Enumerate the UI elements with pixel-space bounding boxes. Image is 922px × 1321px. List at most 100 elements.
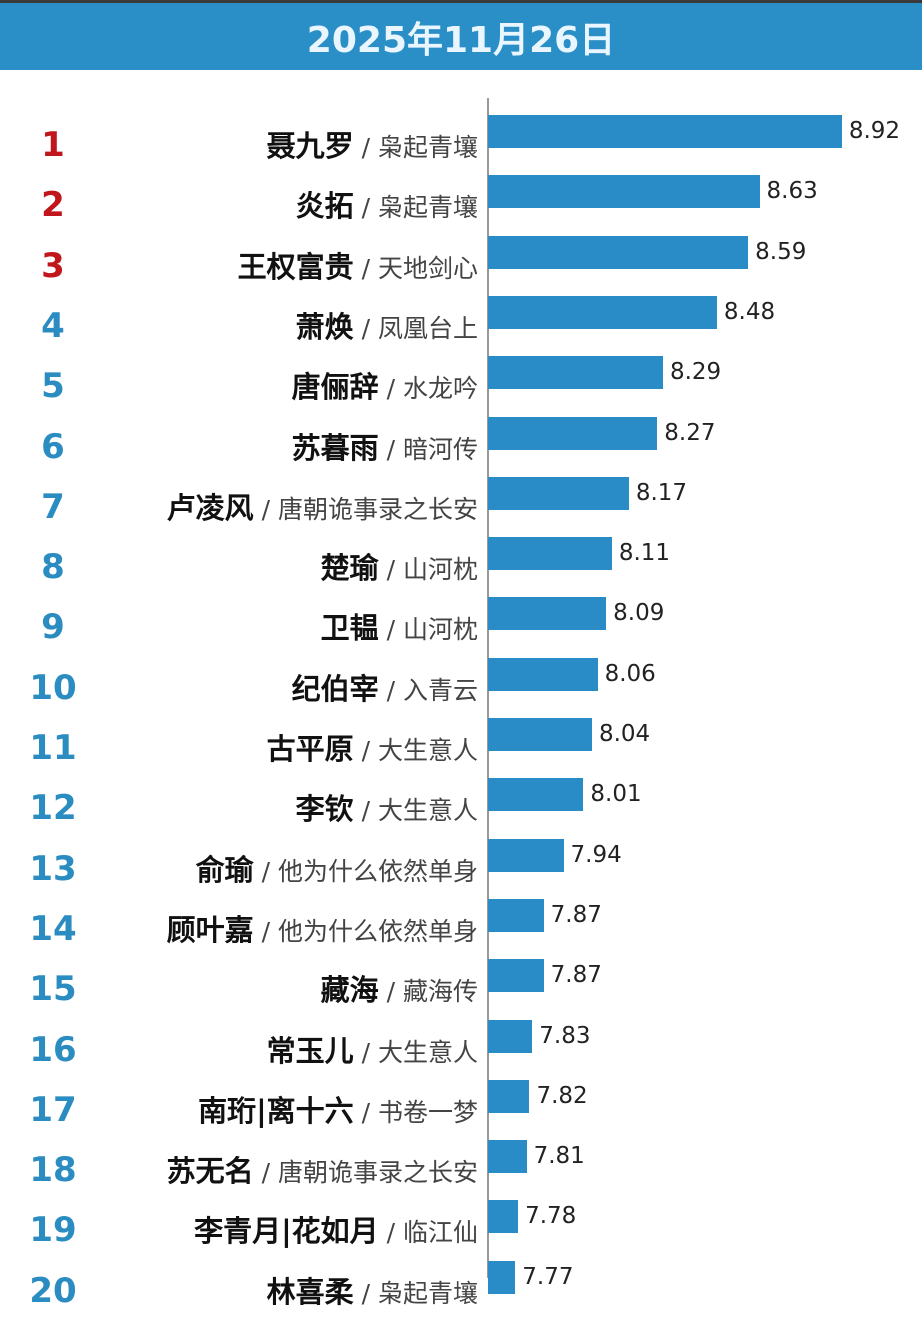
character-name: 顾叶嘉	[166, 912, 254, 947]
rank-label: 3	[41, 245, 65, 286]
category-label: 古平原 / 大生意人	[267, 726, 478, 768]
chart-row: 13 俞瑜 / 他为什么依然单身 7.94	[0, 838, 922, 899]
drama-name: / 水龙吟	[378, 374, 478, 404]
character-name: 李钦	[295, 792, 354, 827]
data-label: 8.29	[669, 359, 722, 386]
bar	[488, 778, 584, 812]
chart-row: 5 唐俪辞 / 水龙吟 8.29	[0, 356, 922, 416]
data-label: 8.63	[766, 178, 818, 205]
drama-name: / 枭起青壤	[353, 193, 478, 223]
chart-title: 2025年11月26日	[306, 19, 616, 61]
drama-name: / 暗河传	[378, 434, 478, 464]
drama-name: / 唐朝诡事录之长安	[253, 1158, 478, 1188]
bar	[488, 959, 544, 993]
character-name: 李青月|花如月	[194, 1214, 379, 1249]
drama-name: / 枭起青壤	[353, 1278, 478, 1308]
category-label: 藏海 / 藏海传	[321, 967, 478, 1009]
category-label: 俞瑜 / 他为什么依然单身	[196, 847, 478, 889]
chart-row: 15 藏海 / 藏海传 7.87	[0, 959, 922, 1019]
chart-row: 10 纪伯宰 / 入青云 8.06	[0, 657, 922, 718]
drama-name: / 山河枕	[378, 555, 478, 585]
data-label: 7.87	[550, 901, 602, 928]
rank-label: 13	[29, 848, 77, 889]
data-label: 7.83	[539, 1022, 591, 1049]
chart-row: 6 苏暮雨 / 暗河传 8.27	[0, 416, 922, 477]
category-label: 苏无名 / 唐朝诡事录之长安	[167, 1148, 478, 1190]
bar	[488, 115, 842, 148]
character-name: 卫韫	[320, 611, 379, 646]
category-label: 纪伯宰 / 入青云	[292, 666, 478, 708]
rank-label: 15	[29, 969, 77, 1010]
bar	[488, 657, 598, 691]
rank-label: 4	[41, 305, 65, 346]
character-name: 俞瑜	[195, 852, 254, 887]
data-label: 8.27	[664, 419, 716, 446]
bar	[488, 718, 592, 751]
rank-label: 7	[41, 486, 65, 527]
drama-name: / 藏海传	[378, 977, 478, 1007]
chart-row: 8 楚瑜 / 山河枕 8.11	[0, 537, 922, 597]
drama-name: / 天地剑心	[353, 253, 478, 283]
data-label: 8.59	[755, 238, 807, 265]
chart-row: 19 李青月|花如月 / 临江仙 7.78	[0, 1200, 922, 1260]
data-label: 8.48	[723, 298, 776, 325]
data-label: 7.77	[522, 1263, 574, 1290]
drama-name: / 大生意人	[353, 796, 478, 826]
rank-label: 12	[29, 788, 77, 829]
data-label: 8.17	[635, 479, 688, 506]
rank-label: 6	[41, 426, 65, 467]
category-label: 卢凌风 / 唐朝诡事录之长安	[167, 485, 478, 527]
bar	[488, 597, 607, 631]
chart-row: 3 王权富贵 / 天地剑心 8.59	[0, 235, 922, 296]
data-label: 7.82	[536, 1082, 588, 1109]
category-label: 唐俪辞 / 水龙吟	[292, 364, 478, 406]
rank-label: 14	[29, 908, 77, 949]
character-name: 纪伯宰	[291, 671, 379, 706]
bar	[488, 356, 663, 390]
character-name: 萧焕	[295, 309, 354, 344]
data-label: 7.87	[550, 962, 602, 989]
drama-name: / 他为什么依然单身	[253, 856, 478, 886]
bar	[488, 898, 544, 932]
data-label: 8.04	[598, 721, 651, 747]
bar	[488, 838, 564, 872]
drama-name: / 大生意人	[353, 736, 478, 765]
chart-row: 14 顾叶嘉 / 他为什么依然单身 7.87	[0, 898, 922, 959]
character-name: 藏海	[320, 973, 379, 1008]
category-label: 常玉儿 / 大生意人	[267, 1028, 478, 1070]
character-name: 炎拓	[295, 189, 354, 224]
chart-row: 17 南珩|离十六 / 书卷一梦 7.82	[0, 1079, 922, 1140]
rank-label: 8	[41, 547, 65, 588]
rank-label: 19	[29, 1210, 77, 1251]
bar	[488, 416, 658, 450]
category-label: 萧焕 / 凤凰台上	[296, 304, 478, 346]
drama-name: / 凤凰台上	[353, 313, 478, 343]
character-name: 南珩|离十六	[198, 1093, 354, 1128]
chart-row: 12 李钦 / 大生意人 8.01	[0, 778, 922, 838]
category-label: 李青月|花如月 / 临江仙	[194, 1208, 478, 1250]
drama-name: / 入青云	[378, 675, 478, 705]
character-name: 苏暮雨	[291, 430, 379, 465]
drama-name: / 书卷一梦	[353, 1097, 478, 1127]
character-name: 楚瑜	[320, 551, 379, 586]
data-label: 8.11	[618, 540, 671, 567]
data-label: 7.94	[570, 841, 622, 868]
character-name: 林喜柔	[266, 1274, 354, 1309]
category-label: 李钦 / 大生意人	[296, 786, 478, 828]
data-label: 7.81	[533, 1143, 585, 1170]
data-label: 8.09	[613, 600, 665, 627]
rank-label: 9	[41, 607, 65, 648]
bar	[488, 235, 749, 269]
chart-row: 2 炎拓 / 枭起青壤 8.63	[0, 175, 922, 235]
chart-title-bar: 2025年11月26日	[0, 0, 922, 70]
character-name: 卢凌风	[166, 490, 254, 525]
category-label: 王权富贵 / 天地剑心	[238, 244, 478, 286]
drama-name: / 枭起青壤	[353, 133, 478, 162]
bar	[488, 295, 717, 329]
drama-name: / 山河枕	[378, 615, 478, 645]
category-label: 聂九罗 / 枭起青壤	[267, 123, 478, 165]
rank-label: 2	[41, 185, 65, 226]
rank-label: 10	[29, 667, 77, 708]
data-label: 8.92	[848, 118, 901, 144]
drama-name: / 唐朝诡事录之长安	[253, 494, 478, 524]
